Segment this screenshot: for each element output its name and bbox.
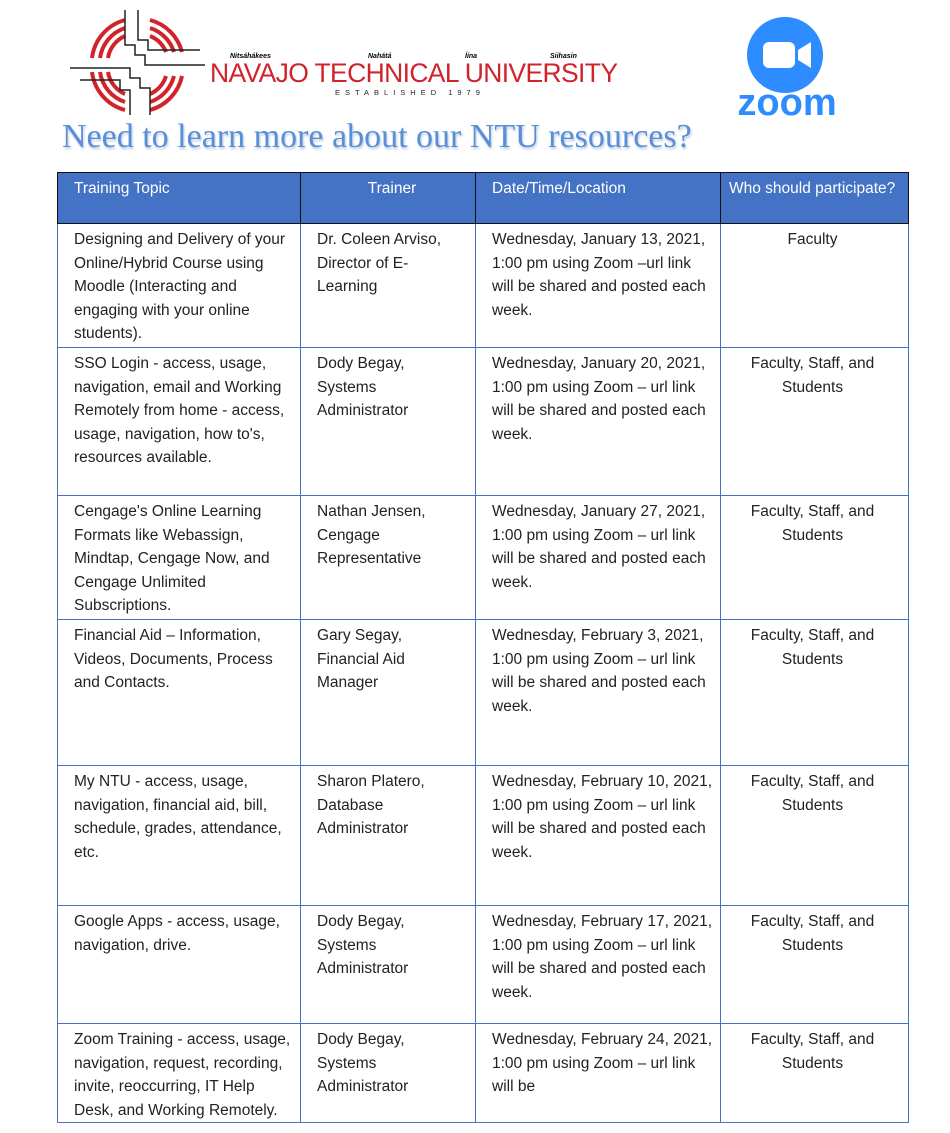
column-header: Trainer bbox=[300, 172, 476, 224]
table-cell: Sharon Platero, Database Administrator bbox=[300, 765, 476, 906]
title: Need to learn more about our NTU resourc… bbox=[62, 118, 692, 155]
table-cell: Dody Begay, Systems Administrator bbox=[300, 905, 476, 1024]
table-cell: Gary Segay, Financial Aid Manager bbox=[300, 619, 476, 766]
table-cell: Wednesday, January 27, 2021, 1:00 pm usi… bbox=[475, 495, 721, 620]
established: ESTABLISHED 1979 bbox=[335, 88, 485, 97]
column-header: Date/Time/Location bbox=[475, 172, 721, 224]
table-row: Google Apps - access, usage, navigation,… bbox=[57, 905, 909, 1024]
zoom-camera bbox=[763, 42, 795, 68]
training-table: Training Topic Trainer Date/Time/Location W… bbox=[57, 172, 909, 1123]
table-cell: Wednesday, February 3, 2021, 1:00 pm usi… bbox=[475, 619, 721, 766]
logo-lines bbox=[70, 10, 205, 115]
table-row: Zoom Training - access, usage, navigatio… bbox=[57, 1023, 909, 1123]
table-row: My NTU - access, usage, navigation, fina… bbox=[57, 765, 909, 906]
table-cell: Cengage's Online Learning Formats like W… bbox=[57, 495, 301, 620]
table-cell: Faculty, Staff, and Students bbox=[720, 619, 909, 766]
table-cell: Dody Begay, Systems Administrator bbox=[300, 347, 476, 496]
table-cell: Faculty bbox=[720, 223, 909, 348]
column-header: Who should participate? bbox=[720, 172, 909, 224]
table-cell: Zoom Training - access, usage, navigatio… bbox=[57, 1023, 301, 1123]
table-cell: Designing and Delivery of your Online/Hy… bbox=[57, 223, 301, 348]
table-row: Financial Aid – Information, Videos, Doc… bbox=[57, 619, 909, 766]
table-row: Designing and Delivery of your Online/Hy… bbox=[57, 223, 909, 348]
logo-arcs bbox=[90, 18, 184, 112]
table-cell: Google Apps - access, usage, navigation,… bbox=[57, 905, 301, 1024]
table-cell: Wednesday, January 13, 2021, 1:00 pm usi… bbox=[475, 223, 721, 348]
table-cell: Wednesday, February 24, 2021, 1:00 pm us… bbox=[475, 1023, 721, 1123]
zoom-camera-lens bbox=[798, 42, 811, 68]
table-row: SSO Login - access, usage, navigation, e… bbox=[57, 347, 909, 496]
tagline: Siihasin bbox=[550, 53, 577, 60]
university-name: NAVAJO TECHNICAL UNIVERSITY bbox=[210, 58, 618, 88]
table-cell: Wednesday, January 20, 2021, 1:00 pm usi… bbox=[475, 347, 721, 496]
table-cell: Faculty, Staff, and Students bbox=[720, 495, 909, 620]
tagline: Nitsáhákees bbox=[230, 53, 271, 60]
table-cell: Wednesday, February 17, 2021, 1:00 pm us… bbox=[475, 905, 721, 1024]
table-cell: Faculty, Staff, and Students bbox=[720, 347, 909, 496]
table-cell: Dr. Coleen Arviso, Director of E-Learnin… bbox=[300, 223, 476, 348]
table-cell: Nathan Jensen, Cengage Representative bbox=[300, 495, 476, 620]
tagline: Íína bbox=[465, 51, 477, 60]
table-cell: SSO Login - access, usage, navigation, e… bbox=[57, 347, 301, 496]
column-header: Training Topic bbox=[57, 172, 301, 224]
table-cell: Faculty, Staff, and Students bbox=[720, 905, 909, 1024]
table-cell: Faculty, Staff, and Students bbox=[720, 765, 909, 906]
table-cell: My NTU - access, usage, navigation, fina… bbox=[57, 765, 301, 906]
header: Nitsáhákees Nahátá Íína Siihasin NAVAJO … bbox=[70, 10, 837, 120]
table-cell: Faculty, Staff, and Students bbox=[720, 1023, 909, 1123]
tagline: Nahátá bbox=[368, 53, 391, 60]
zoom-wordmark: zoom bbox=[737, 82, 836, 120]
table-cell: Wednesday, February 10, 2021, 1:00 pm us… bbox=[475, 765, 721, 906]
table-cell: Dody Begay, Systems Administrator bbox=[300, 1023, 476, 1123]
table-cell: Financial Aid – Information, Videos, Doc… bbox=[57, 619, 301, 766]
header-row: Training Topic Trainer Date/Time/Location W… bbox=[57, 172, 909, 224]
table-row: Cengage's Online Learning Formats like W… bbox=[57, 495, 909, 620]
